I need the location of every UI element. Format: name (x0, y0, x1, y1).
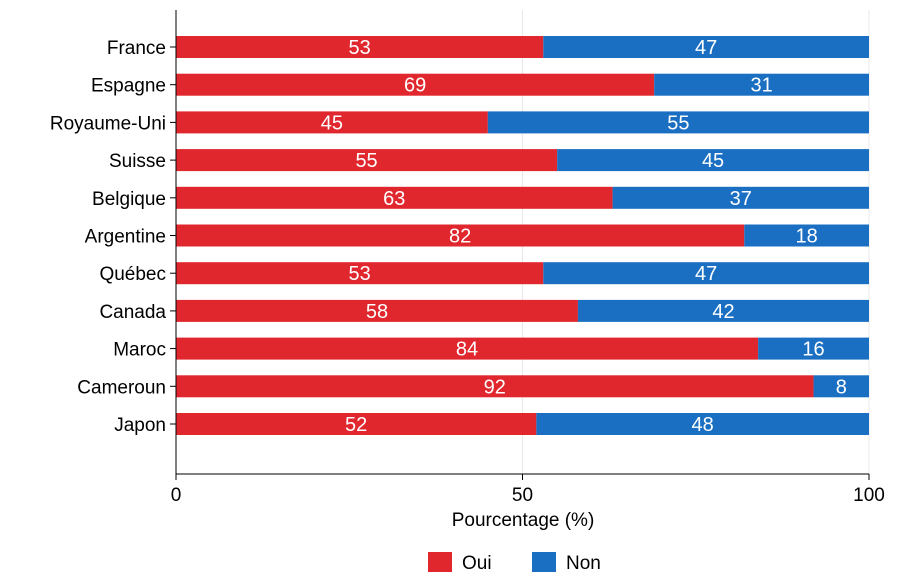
bar-label-oui-0: 53 (349, 37, 371, 59)
bar-label-oui-5: 82 (449, 226, 471, 248)
bar-label-oui-6: 53 (349, 263, 371, 285)
category-label-7: Canada (99, 302, 166, 323)
bar-label-non-2: 55 (667, 112, 689, 134)
bar-label-oui-10: 52 (345, 414, 367, 436)
bar-label-oui-1: 69 (404, 75, 426, 97)
bar-label-oui-2: 45 (321, 112, 343, 134)
bar-label-oui-3: 55 (355, 150, 377, 172)
bar-label-non-8: 16 (802, 339, 824, 361)
category-label-0: France (107, 38, 166, 59)
category-label-6: Québec (99, 264, 166, 285)
legend: Oui Non (428, 552, 601, 574)
category-label-2: Royaume-Uni (50, 113, 166, 134)
category-label-8: Maroc (113, 340, 166, 361)
bar-label-non-0: 47 (695, 37, 717, 59)
category-label-3: Suisse (109, 151, 166, 172)
bar-label-non-4: 37 (730, 188, 752, 210)
bar-label-non-7: 42 (712, 301, 734, 323)
category-label-5: Argentine (85, 227, 166, 248)
x-tick-label-1: 50 (512, 485, 533, 506)
category-label-1: Espagne (91, 76, 166, 97)
bar-label-non-10: 48 (692, 414, 714, 436)
bar-label-non-5: 18 (796, 226, 818, 248)
legend-swatch-oui (428, 552, 452, 572)
x-tick-label-2: 100 (853, 485, 885, 506)
bar-label-non-1: 31 (750, 75, 772, 97)
bar-label-oui-8: 84 (456, 339, 478, 361)
x-axis-title: Pourcentage (%) (452, 510, 595, 531)
legend-label-oui: Oui (462, 553, 492, 574)
category-label-9: Cameroun (77, 377, 166, 398)
bar-label-non-3: 45 (702, 150, 724, 172)
legend-swatch-non (532, 552, 556, 572)
category-label-10: Japon (114, 415, 166, 436)
legend-label-non: Non (566, 553, 601, 574)
bar-label-oui-4: 63 (383, 188, 405, 210)
x-tick-label-0: 0 (171, 485, 182, 506)
bar-label-oui-7: 58 (366, 301, 388, 323)
bar-label-non-6: 47 (695, 263, 717, 285)
category-label-4: Belgique (92, 189, 166, 210)
bar-label-oui-9: 92 (484, 376, 506, 398)
bar-label-non-9: 8 (836, 376, 847, 398)
